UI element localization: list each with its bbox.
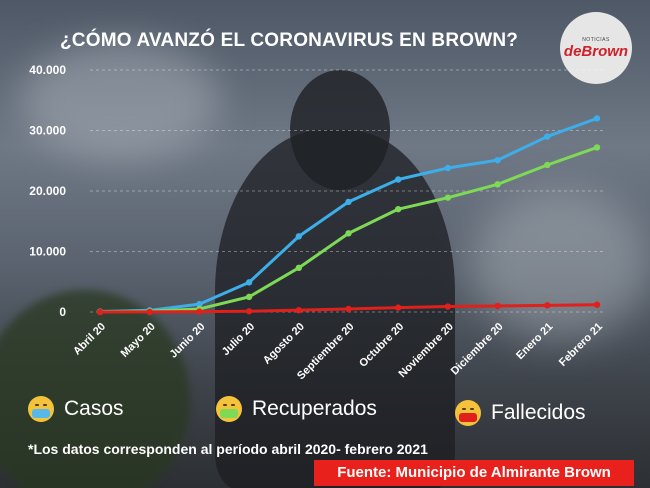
logo-small-text: NOTICIAS	[582, 37, 610, 43]
x-tick-label: Febrero 21	[557, 321, 605, 369]
legend-label: Casos	[64, 397, 124, 420]
x-tick-label: Enero 21	[514, 321, 555, 362]
data-point	[295, 233, 302, 240]
data-point	[146, 308, 153, 316]
y-tick-label: 10.000	[29, 245, 66, 259]
data-point	[96, 308, 104, 316]
data-point	[245, 308, 253, 315]
line-chart: 0 10.000 20.000 30.000 40.000 Abril 20 Mayo 20…	[29, 63, 605, 378]
x-tick-label: Abril 20	[71, 321, 108, 358]
legend-item-recuperados: Recuperados	[216, 396, 377, 422]
data-point	[544, 302, 551, 309]
y-tick-label: 30.000	[29, 124, 66, 138]
x-tick-label: Mayo 20	[119, 321, 158, 360]
data-point	[395, 304, 402, 311]
data-point	[295, 306, 302, 314]
y-tick-label: 40.000	[29, 63, 66, 77]
series-line-casos	[99, 116, 598, 314]
legend-label: Recuperados	[252, 397, 377, 420]
y-tick-label: 0	[59, 305, 66, 319]
background-cloud	[470, 190, 650, 340]
mask-emoji-icon	[28, 396, 54, 422]
data-point	[196, 308, 203, 315]
legend-item-fallecidos: Fallecidos	[455, 400, 586, 426]
data-point	[444, 303, 452, 310]
y-tick-label: 20.000	[29, 184, 66, 198]
background-tree	[0, 290, 190, 488]
x-tick-label: Agosto 20	[261, 321, 307, 367]
legend-item-casos: Casos	[28, 396, 124, 422]
data-point	[494, 181, 501, 188]
data-point	[544, 161, 551, 169]
data-point	[593, 144, 601, 151]
data-point	[196, 300, 203, 308]
background-cloud	[20, 40, 220, 160]
mask-emoji-icon	[455, 400, 481, 426]
data-point	[494, 156, 501, 164]
x-tick-label: Diciembre 20	[449, 321, 506, 378]
data-point	[345, 305, 352, 313]
logo-main-text: deBrown	[563, 43, 629, 60]
data-point	[245, 279, 253, 286]
data-point	[444, 194, 452, 201]
data-point	[395, 205, 402, 213]
data-point	[245, 293, 253, 301]
chart-title: ¿CÓMO AVANZÓ EL CORONAVIRUS EN BROWN?	[60, 30, 519, 51]
data-point	[395, 176, 402, 183]
data-point	[295, 264, 302, 272]
x-tick-label: Junio 20	[167, 321, 207, 361]
series-line-recuperados	[99, 146, 598, 314]
x-tick-label: Octubre 20	[357, 321, 406, 370]
source-banner: Fuente: Municipio de Almirante Brown	[314, 460, 634, 486]
legend-label: Fallecidos	[491, 401, 586, 424]
data-point	[444, 164, 452, 172]
footnote: *Los datos corresponden al período abril…	[28, 441, 428, 457]
data-point	[345, 230, 352, 237]
brand-logo: NOTICIAS deBrown	[560, 12, 632, 84]
x-tick-label: Julio 20	[220, 321, 257, 358]
data-point	[544, 133, 551, 140]
data-point	[494, 302, 501, 310]
mask-emoji-icon	[216, 396, 242, 422]
data-point	[593, 115, 601, 122]
data-point	[345, 198, 352, 206]
background-statue-head	[290, 70, 390, 190]
data-point	[593, 301, 601, 308]
